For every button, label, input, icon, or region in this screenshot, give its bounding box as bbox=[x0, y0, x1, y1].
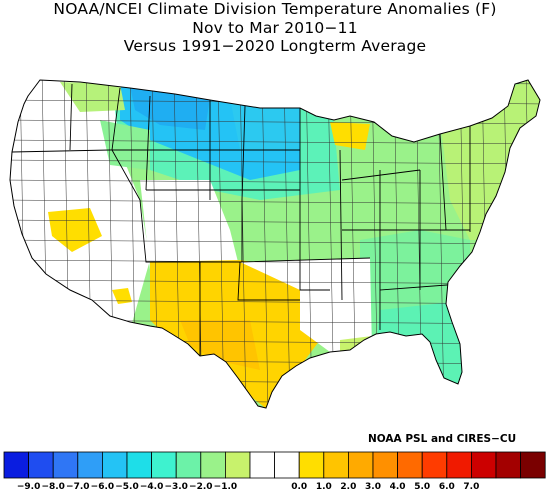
legend-swatch-13 bbox=[323, 451, 349, 479]
legend-label-4: −5.0 bbox=[115, 482, 138, 492]
region-north-dakota-core bbox=[230, 98, 300, 150]
legend-swatch-10 bbox=[249, 451, 276, 479]
legend-label-15: 6.0 bbox=[439, 482, 455, 492]
title-line-1: NOAA/NCEI Climate Division Temperature A… bbox=[53, 0, 497, 18]
legend-swatch-15 bbox=[372, 451, 399, 479]
legend-swatch-7 bbox=[175, 451, 202, 479]
legend-label-9: 0.0 bbox=[291, 482, 307, 492]
legend-swatch-12 bbox=[298, 451, 325, 479]
legend-swatch-21 bbox=[520, 451, 546, 479]
legend-swatch-1 bbox=[28, 451, 54, 479]
legend-label-0: −9.0 bbox=[17, 482, 40, 492]
region-west-texas bbox=[180, 320, 260, 370]
region-louisiana-green bbox=[340, 336, 374, 362]
legend-swatch-18 bbox=[446, 451, 472, 479]
legend-swatch-8 bbox=[200, 451, 226, 479]
legend-label-5: −4.0 bbox=[140, 482, 163, 492]
region-florida-gulf bbox=[370, 300, 470, 400]
legend-label-7: −2.0 bbox=[189, 482, 212, 492]
legend-swatch-19 bbox=[470, 451, 497, 479]
legend-swatch-20 bbox=[495, 451, 522, 479]
data-credit: NOAA PSL and CIRES−CU bbox=[368, 433, 517, 445]
legend-swatch-17 bbox=[421, 451, 448, 479]
legend-label-2: −7.0 bbox=[66, 482, 89, 492]
legend-label-12: 3.0 bbox=[365, 482, 381, 492]
legend-swatch-4 bbox=[102, 451, 128, 479]
legend-label-3: −6.0 bbox=[91, 482, 114, 492]
legend-swatch-14 bbox=[347, 451, 374, 479]
legend-label-1: −8.0 bbox=[41, 482, 64, 492]
legend-label-11: 2.0 bbox=[340, 482, 356, 492]
legend-swatch-5 bbox=[126, 451, 153, 479]
legend-swatch-2 bbox=[52, 451, 79, 479]
legend-swatch-6 bbox=[151, 451, 177, 479]
region-idaho-green bbox=[100, 120, 150, 170]
state-borders bbox=[11, 83, 471, 356]
title-line-2: Nov to Mar 2010−11 bbox=[192, 18, 358, 37]
region-mid-south bbox=[240, 258, 372, 352]
region-arizona-yellow bbox=[112, 288, 132, 304]
color-legend: −9.0 −8.0 −7.0 −6.0 −5.0 −4.0 −3.0 −2.0 −1.0 0.0 1… bbox=[3, 451, 546, 492]
map-title: NOAA/NCEI Climate Division Temperature A… bbox=[0, 0, 550, 56]
legend-label-6: −3.0 bbox=[164, 482, 187, 492]
us-outline bbox=[9, 79, 541, 409]
legend-swatch-3 bbox=[77, 451, 103, 479]
state-line-1 bbox=[11, 83, 471, 356]
region-upper-michigan bbox=[330, 122, 370, 150]
title-line-3: Versus 1991−2020 Longterm Average bbox=[123, 37, 427, 55]
region-central-rockies bbox=[140, 180, 240, 270]
legend-swatch-11 bbox=[274, 451, 300, 479]
legend-label-13: 4.0 bbox=[390, 482, 406, 492]
legend-swatches bbox=[3, 451, 546, 479]
legend-label-16: 7.0 bbox=[463, 482, 479, 492]
legend-swatch-9 bbox=[224, 451, 251, 479]
anomaly-fill-layer bbox=[10, 80, 540, 408]
us-climate-division-map bbox=[9, 79, 541, 409]
legend-label-8: −1.0 bbox=[214, 482, 237, 492]
legend-swatch-16 bbox=[397, 451, 423, 479]
legend-label-10: 1.0 bbox=[316, 482, 332, 492]
legend-labels: −9.0 −8.0 −7.0 −6.0 −5.0 −4.0 −3.0 −2.0 −1.0 0.0 1… bbox=[17, 482, 480, 492]
legend-swatch-0 bbox=[3, 451, 30, 479]
legend-label-14: 5.0 bbox=[414, 482, 430, 492]
